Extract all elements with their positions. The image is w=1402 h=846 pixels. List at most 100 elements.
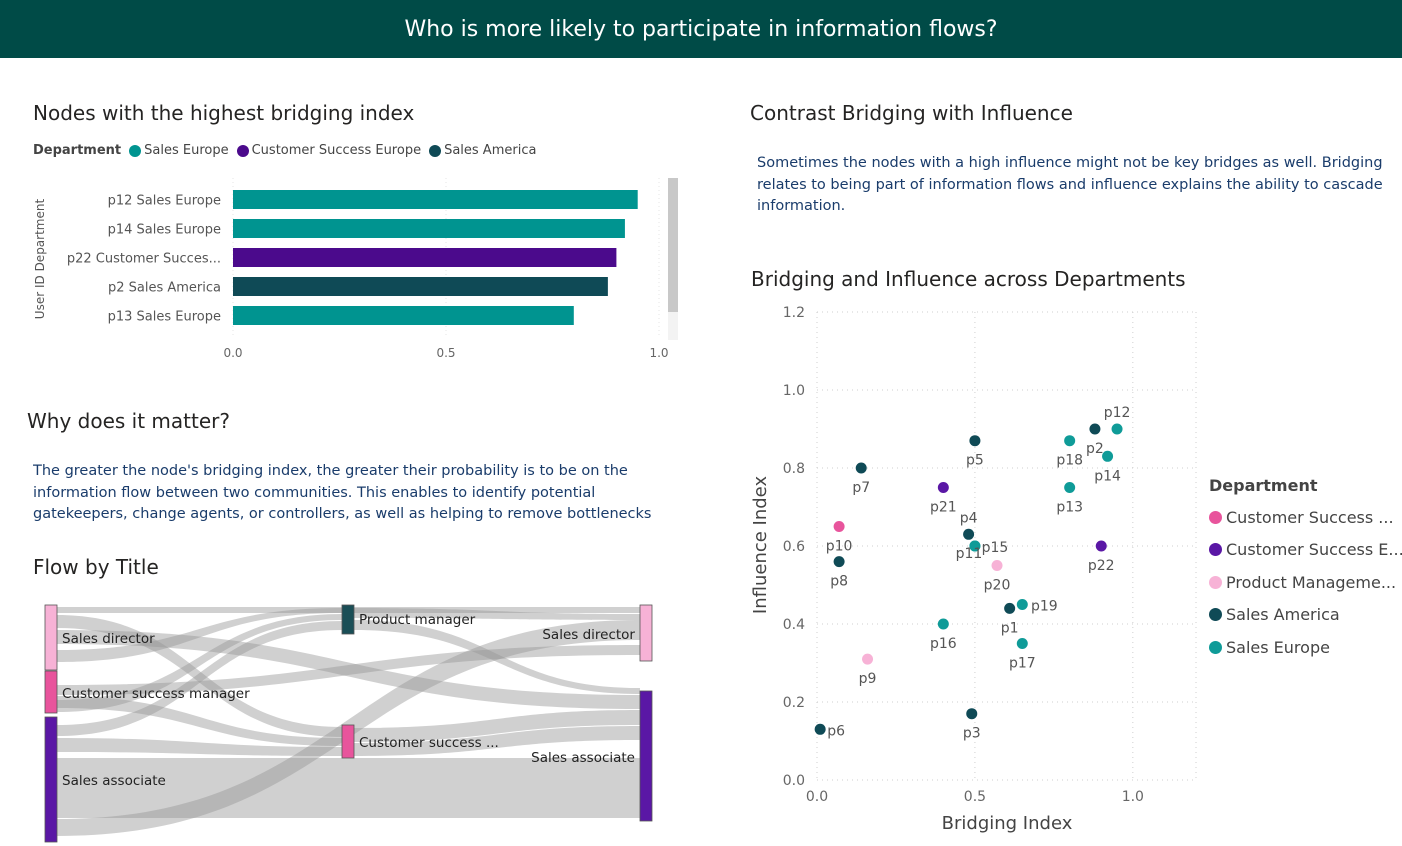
bar bbox=[233, 219, 625, 238]
sankey-target-label: Sales director bbox=[542, 627, 635, 643]
sankey-node-source bbox=[44, 716, 58, 843]
scatter-y-tick-label: 0.4 bbox=[783, 617, 805, 633]
scatter-legend-item[interactable]: Product Manageme... bbox=[1209, 566, 1402, 599]
sankey-flow bbox=[354, 608, 640, 620]
sankey-source-label: Sales associate bbox=[62, 773, 166, 789]
sankey-flow bbox=[354, 620, 640, 694]
scatter-point bbox=[1064, 482, 1076, 493]
scatter-point-label: p15 bbox=[982, 540, 1009, 556]
scatter-point bbox=[862, 653, 874, 665]
sankey-node-target bbox=[639, 604, 653, 662]
scatter-x-axis-label: Bridging Index bbox=[942, 813, 1073, 834]
why-paragraph: The greater the node's bridging index, t… bbox=[33, 463, 652, 522]
bar-x-tick-label: 0.0 bbox=[223, 346, 242, 360]
dashboard-title: Who is more likely to participate in inf… bbox=[404, 16, 998, 42]
sankey-flow bbox=[354, 726, 640, 756]
bar-chart: User ID Department p12 Sales Europe p14 Sa… bbox=[33, 178, 678, 360]
scatter-chart: 0.0 0.2 0.4 0.6 0.8 1.0 1.2 0.0 0.5 1.0 Bridging I… bbox=[750, 305, 1197, 834]
bar bbox=[233, 306, 574, 325]
why-text: The greater the node's bridging index, t… bbox=[33, 461, 683, 527]
scatter-point-label: p22 bbox=[1088, 558, 1115, 574]
scatter-point bbox=[1089, 423, 1101, 435]
scatter-point-label: p17 bbox=[1009, 656, 1036, 672]
sankey-flow bbox=[57, 615, 342, 737]
scatter-point bbox=[966, 708, 978, 720]
scatter-legend-title: Department bbox=[1209, 476, 1318, 495]
bar-legend-item[interactable]: Sales Europe bbox=[129, 143, 229, 158]
scatter-point-label: p20 bbox=[984, 578, 1011, 594]
scatter-point-label: p14 bbox=[1094, 468, 1121, 484]
sankey-flow bbox=[57, 645, 640, 695]
sankey-node-middle bbox=[341, 724, 355, 759]
scatter-point bbox=[969, 435, 981, 447]
scatter-point bbox=[833, 521, 845, 532]
scatter-point bbox=[969, 540, 981, 552]
scatter-legend-item[interactable]: Customer Success E... bbox=[1209, 534, 1402, 567]
scatter-legend-item-label: Sales America bbox=[1226, 605, 1340, 625]
sankey-middle-label: Product manager bbox=[359, 612, 476, 628]
flow-title: Flow by Title bbox=[33, 555, 159, 579]
scatter-point-label: p9 bbox=[859, 671, 877, 687]
bar-legend-item[interactable]: Sales America bbox=[429, 143, 536, 158]
sankey-chart: Sales director Customer success manager Sa… bbox=[44, 604, 653, 843]
scatter-x-tick-label: 0.0 bbox=[806, 789, 828, 805]
bar-x-tick-label: 0.5 bbox=[436, 346, 455, 360]
scatter-legend-item[interactable]: Sales America bbox=[1209, 599, 1402, 632]
sankey-flow bbox=[57, 630, 640, 709]
scatter-point bbox=[833, 556, 845, 568]
legend-dot-icon bbox=[1209, 543, 1222, 557]
scatter-point bbox=[1016, 638, 1028, 649]
sankey-node-middle bbox=[341, 604, 355, 635]
scatter-point-label: p13 bbox=[1056, 500, 1083, 516]
scatter-point bbox=[991, 560, 1003, 571]
bar-category-label: p2 Sales America bbox=[108, 281, 221, 296]
scatter-point bbox=[855, 462, 867, 474]
scatter-y-axis-label: Influence Index bbox=[750, 476, 771, 615]
contrast-text: Sometimes the nodes with a high influenc… bbox=[757, 153, 1387, 218]
scatter-point-label: p2 bbox=[1086, 441, 1104, 457]
sankey-flow bbox=[57, 614, 342, 712]
bar-legend-item-label: Sales America bbox=[444, 143, 537, 158]
sankey-target-label: Sales associate bbox=[531, 750, 635, 766]
sankey-node-target bbox=[639, 690, 653, 822]
bar bbox=[233, 190, 638, 209]
legend-dot-icon bbox=[1209, 575, 1222, 589]
scatter-legend-item-label: Customer Success ... bbox=[1226, 507, 1394, 527]
scatter-y-tick-label: 0.0 bbox=[783, 773, 805, 789]
bar-scrollbar-thumb[interactable] bbox=[668, 178, 678, 312]
scatter-y-tick-label: 0.6 bbox=[783, 539, 805, 555]
bar-category-label: p14 Sales Europe bbox=[108, 223, 221, 238]
scatter-x-tick-label: 1.0 bbox=[1122, 789, 1144, 805]
sankey-middle-label: Customer success ... bbox=[359, 735, 499, 751]
scatter-point-label: p1 bbox=[1001, 620, 1019, 636]
why-title: Why does it matter? bbox=[27, 409, 230, 433]
scatter-point-label: p21 bbox=[930, 500, 957, 516]
sankey-flow bbox=[57, 608, 342, 662]
bar-x-tick-label: 1.0 bbox=[649, 346, 668, 360]
scatter-point bbox=[937, 482, 949, 493]
sankey-flow bbox=[57, 758, 640, 818]
legend-dot-icon bbox=[429, 144, 442, 157]
scatter-legend-item[interactable]: Sales Europe bbox=[1209, 631, 1402, 664]
scatter-y-tick-label: 1.2 bbox=[783, 305, 805, 321]
scatter-legend-item-label: Sales Europe bbox=[1226, 637, 1330, 657]
scatter-point-label: p3 bbox=[963, 726, 981, 742]
bar-legend-item-label: Sales Europe bbox=[144, 143, 229, 158]
sankey-node-source bbox=[44, 670, 58, 714]
scatter-point-label: p11 bbox=[956, 546, 983, 562]
legend-dot-icon bbox=[129, 144, 142, 157]
scatter-point bbox=[963, 528, 975, 540]
bar-legend-label: Department bbox=[33, 143, 122, 158]
scatter-legend: Department Customer Success ... Customer… bbox=[1209, 476, 1402, 664]
scatter-point bbox=[1016, 599, 1028, 610]
bar-category-label: p12 Sales Europe bbox=[108, 194, 221, 209]
scatter-point bbox=[1102, 450, 1114, 462]
scatter-point-label: p4 bbox=[960, 510, 978, 526]
scatter-legend-item[interactable]: Customer Success ... bbox=[1209, 501, 1402, 534]
scatter-y-tick-label: 1.0 bbox=[783, 383, 805, 399]
bar-legend: Department Sales Europe Customer Success… bbox=[33, 143, 544, 158]
scatter-point-label: p19 bbox=[1031, 599, 1058, 615]
scatter-point-label: p6 bbox=[827, 723, 845, 739]
scatter-point bbox=[1111, 423, 1123, 435]
bar-legend-item[interactable]: Customer Success Europe bbox=[236, 143, 421, 158]
